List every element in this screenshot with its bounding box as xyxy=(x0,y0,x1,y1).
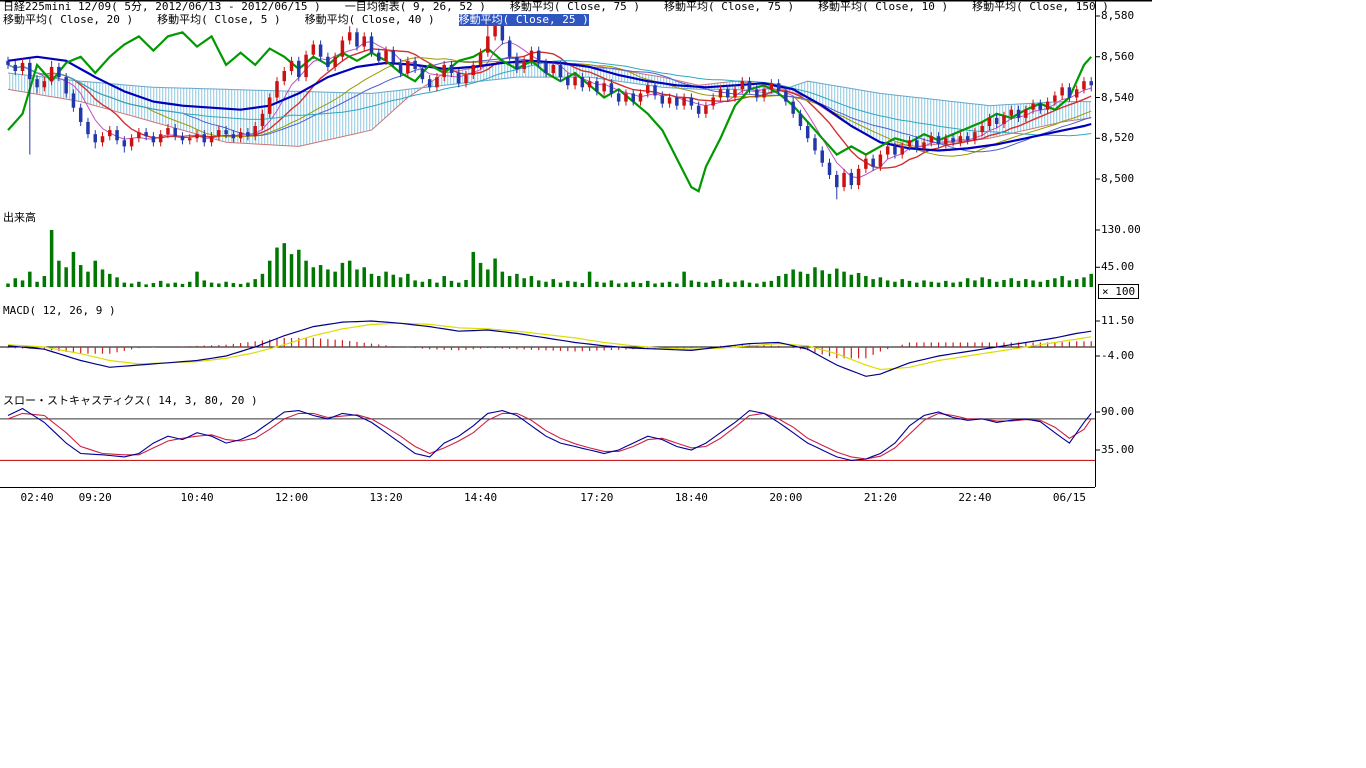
volume-section-label: 出来高 xyxy=(3,212,36,224)
stoch-k-line xyxy=(8,409,1091,461)
stoch-axis-label: 90.00 xyxy=(1101,406,1134,417)
chart-window: 日経225mini 12/09( 5分, 2012/06/13 - 2012/0… xyxy=(0,0,1366,768)
macd-pane xyxy=(0,321,1095,376)
volume-pane xyxy=(6,230,1093,287)
legend-item-ma75-a[interactable]: 移動平均( Close, 75 ) xyxy=(510,1,640,13)
time-axis-label: 22:40 xyxy=(958,492,991,504)
stoch-axis-label: 35.00 xyxy=(1101,444,1134,455)
time-axis-label: 20:00 xyxy=(769,492,802,504)
legend-row-2: 移動平均( Close, 20 ) 移動平均( Close, 5 ) 移動平均(… xyxy=(3,14,589,26)
stoch-d-line xyxy=(8,413,1091,459)
volume-multiplier-badge: × 100 xyxy=(1098,284,1139,299)
price-axis-label: 8,500 xyxy=(1101,173,1134,184)
legend-item-ma5[interactable]: 移動平均( Close, 5 ) xyxy=(157,14,280,26)
legend-item-ma20[interactable]: 移動平均( Close, 20 ) xyxy=(3,14,133,26)
price-axis-label: 8,560 xyxy=(1101,51,1134,62)
stochastics-section-label: スロー・ストキャスティクス( 14, 3, 80, 20 ) xyxy=(3,395,258,407)
legend-item-ma150[interactable]: 移動平均( Close, 150 ) xyxy=(972,1,1109,13)
price-axis-label: 8,580 xyxy=(1101,10,1134,21)
time-axis-label: 09:20 xyxy=(79,492,112,504)
time-axis-label: 13:20 xyxy=(369,492,402,504)
legend-item-ma75-b[interactable]: 移動平均( Close, 75 ) xyxy=(664,1,794,13)
legend-item-ma40[interactable]: 移動平均( Close, 40 ) xyxy=(305,14,435,26)
time-axis-label: 06/15 xyxy=(1053,492,1086,504)
price-pane xyxy=(8,32,1091,191)
time-axis-label: 10:40 xyxy=(180,492,213,504)
macd-axis-label: 11.50 xyxy=(1101,315,1134,326)
price-axis-label: 8,520 xyxy=(1101,132,1134,143)
time-axis-label: 02:40 xyxy=(21,492,54,504)
chart-title: 日経225mini 12/09( 5分, 2012/06/13 - 2012/0… xyxy=(3,1,321,13)
time-axis-label: 17:20 xyxy=(580,492,613,504)
legend-item-ichimoku[interactable]: 一目均衡表( 9, 26, 52 ) xyxy=(345,1,486,13)
chart-canvas[interactable] xyxy=(0,0,1366,768)
stochastics-pane xyxy=(0,409,1095,461)
legend-item-ma25[interactable]: 移動平均( Close, 25 ) xyxy=(459,14,589,26)
time-axis-label: 18:40 xyxy=(675,492,708,504)
time-axis-label: 12:00 xyxy=(275,492,308,504)
price-axis-label: 8,540 xyxy=(1101,92,1134,103)
macd-line xyxy=(8,321,1091,376)
legend-item-ma10[interactable]: 移動平均( Close, 10 ) xyxy=(818,1,948,13)
volume-axis-label: 130.00 xyxy=(1101,224,1141,235)
legend-row-1: 日経225mini 12/09( 5分, 2012/06/13 - 2012/0… xyxy=(3,1,1109,13)
time-axis-label: 21:20 xyxy=(864,492,897,504)
time-axis-label: 14:40 xyxy=(464,492,497,504)
macd-axis-label: -4.00 xyxy=(1101,350,1134,361)
macd-section-label: MACD( 12, 26, 9 ) xyxy=(3,305,116,317)
volume-axis-label: 45.00 xyxy=(1101,261,1134,272)
